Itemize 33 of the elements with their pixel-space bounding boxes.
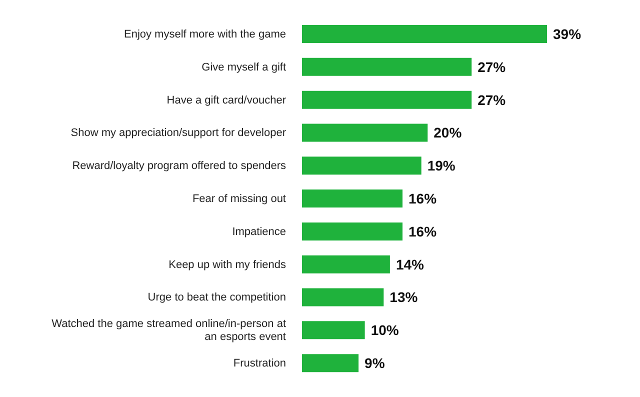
data-label: 14% [396, 256, 425, 272]
bar [302, 25, 547, 43]
data-label: 27% [478, 58, 506, 75]
data-label: 16% [408, 190, 438, 207]
data-label: 39% [553, 26, 582, 42]
y-tick-label: Fear of missing out [192, 193, 286, 205]
bar [302, 255, 390, 274]
data-label: 16% [408, 223, 438, 240]
y-tick-label: Impatience [232, 226, 286, 238]
y-tick-label: Show my appreciation/support for developer [70, 127, 286, 140]
data-label: 10% [370, 322, 400, 338]
data-label: 19% [427, 158, 456, 174]
bar [302, 156, 422, 175]
y-tick-label: Have a gift card/voucher [166, 94, 286, 106]
y-tick-label: Give myself a gift [202, 61, 286, 74]
data-label: 20% [434, 124, 462, 141]
y-tick-label: Reward/loyalty program offered to spenders [72, 160, 286, 172]
bar [302, 124, 428, 142]
data-label: 27% [478, 92, 506, 108]
bar [302, 222, 403, 240]
bar [302, 190, 403, 208]
y-tick-label: Urge to beat the competition [148, 292, 286, 304]
bar [302, 90, 472, 109]
bar [302, 58, 472, 76]
bar [302, 354, 359, 372]
bar [302, 288, 384, 306]
data-label: 9% [364, 355, 386, 372]
y-tick-label: Keep up with my friends [168, 258, 286, 271]
y-tick-label: Frustration [233, 358, 286, 370]
y-tick-label: Watched the game streamed online/in-person at an esports event [52, 318, 286, 344]
data-label: 13% [390, 289, 418, 306]
bar [302, 321, 365, 340]
y-tick-label: Enjoy myself more with the game [124, 28, 286, 40]
